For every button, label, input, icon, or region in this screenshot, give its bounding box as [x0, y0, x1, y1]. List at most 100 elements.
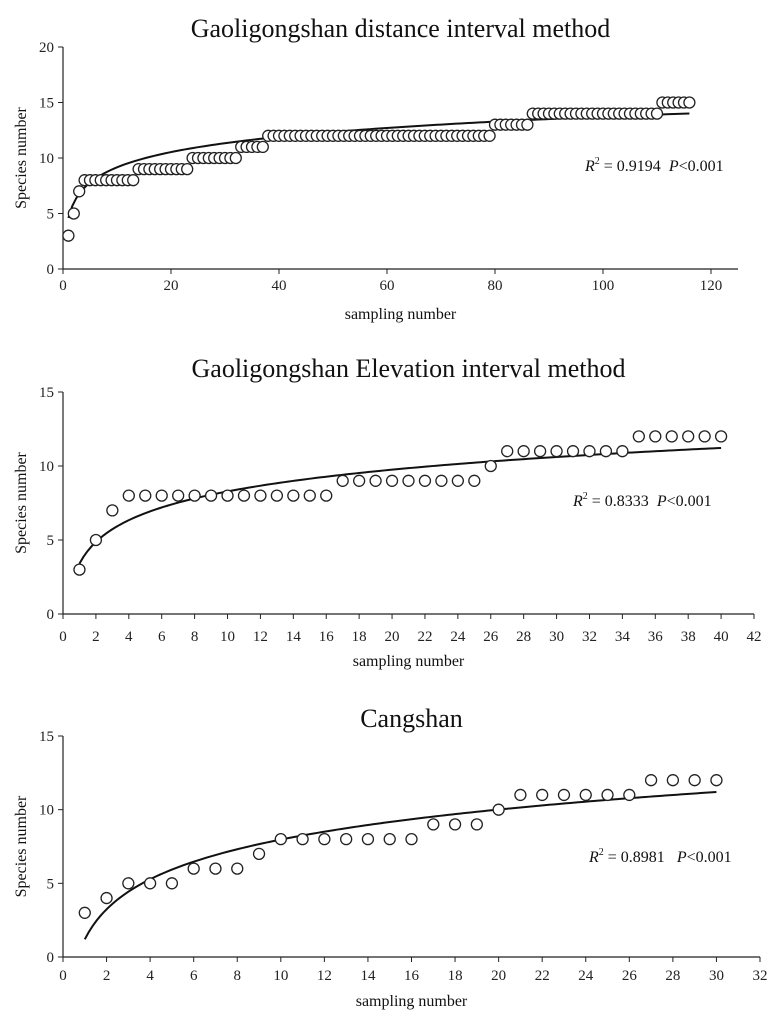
x-tick-label: 26	[483, 629, 499, 645]
data-point	[340, 832, 353, 846]
r2-value: = 0.9194	[600, 158, 661, 175]
data-point	[155, 489, 168, 502]
x-tick-label: 40	[272, 278, 287, 294]
data-point	[172, 489, 185, 502]
x-tick-label: 22	[535, 968, 550, 984]
y-tick-label: 15	[39, 385, 54, 401]
data-point	[599, 445, 613, 458]
x-tick-label: 24	[578, 968, 594, 984]
data-point	[683, 96, 696, 109]
data-point	[632, 430, 645, 443]
data-point	[256, 140, 269, 154]
r2-symbol: R	[588, 849, 599, 866]
data-point	[122, 877, 135, 890]
x-tick-label: 20	[491, 968, 506, 984]
x-tick-label: 2	[92, 629, 100, 645]
y-tick-label: 15	[39, 96, 54, 112]
fit-annotation: R2 = 0.8333 P<0.001	[572, 491, 712, 510]
x-tick-label: 18	[448, 968, 463, 984]
data-point	[566, 445, 580, 458]
data-point	[427, 818, 440, 831]
x-tick-label: 80	[488, 278, 503, 294]
x-tick-label: 28	[516, 629, 531, 645]
y-tick-label: 5	[47, 876, 55, 892]
data-point	[296, 832, 309, 846]
x-tick-label: 120	[700, 278, 723, 294]
data-point	[209, 862, 222, 875]
fit-annotation: R2 = 0.8981 P<0.001	[588, 847, 732, 866]
chart-title: Gaoligongshan distance interval method	[191, 14, 611, 43]
data-point	[405, 832, 418, 846]
data-point	[533, 445, 547, 458]
y-tick-label: 10	[39, 459, 54, 475]
x-tick-label: 20	[385, 629, 400, 645]
data-point	[369, 474, 382, 487]
data-point	[501, 445, 514, 458]
y-tick-label: 20	[39, 40, 54, 56]
data-point	[418, 474, 432, 487]
data-point	[237, 489, 251, 502]
r2-superscript: 2	[583, 491, 588, 502]
data-point	[468, 474, 481, 487]
x-tick-label: 16	[404, 968, 420, 984]
data-point	[270, 489, 284, 502]
x-tick-label: 12	[317, 968, 332, 984]
y-tick-label: 0	[47, 262, 55, 278]
x-tick-label: 20	[164, 278, 179, 294]
data-point	[435, 474, 448, 487]
data-point	[665, 430, 678, 443]
data-point	[583, 445, 596, 458]
data-point	[682, 430, 695, 443]
x-tick-label: 10	[220, 629, 235, 645]
data-point	[187, 862, 200, 875]
data-point	[616, 445, 629, 458]
data-point	[579, 788, 592, 802]
y-tick-label: 10	[39, 803, 54, 819]
p-symbol: P	[676, 849, 687, 866]
x-tick-label: 14	[286, 629, 302, 645]
data-point	[352, 474, 366, 487]
x-tick-label: 100	[592, 278, 615, 294]
x-tick-label: 10	[273, 968, 288, 984]
data-point	[254, 489, 267, 502]
x-tick-label: 42	[747, 629, 762, 645]
data-point	[698, 430, 711, 443]
data-point	[521, 118, 534, 131]
data-point	[448, 818, 462, 831]
x-tick-label: 26	[622, 968, 638, 984]
data-point	[73, 563, 86, 576]
data-point	[181, 162, 194, 176]
x-tick-label: 0	[59, 968, 67, 984]
x-tick-label: 40	[714, 629, 729, 645]
x-tick-label: 2	[103, 968, 111, 984]
x-axis-label: sampling number	[356, 993, 468, 1010]
data-point	[361, 832, 375, 846]
x-tick-label: 24	[450, 629, 466, 645]
data-point	[550, 445, 563, 458]
data-point	[287, 489, 300, 502]
y-axis-label: Species number	[13, 451, 30, 553]
data-point	[601, 788, 614, 802]
data-point	[67, 207, 80, 220]
y-axis-label: Species number	[13, 795, 30, 897]
r2-value: = 0.8333	[588, 493, 649, 510]
data-point	[229, 151, 242, 165]
y-axis-label: Species number	[13, 106, 30, 208]
data-point	[483, 129, 496, 142]
x-tick-label: 0	[59, 629, 67, 645]
data-point	[492, 803, 505, 816]
x-tick-label: 12	[253, 629, 268, 645]
p-value: <0.001	[679, 158, 724, 175]
y-tick-label: 10	[39, 151, 54, 167]
data-point	[451, 474, 465, 487]
data-point	[557, 788, 571, 802]
x-tick-label: 16	[319, 629, 335, 645]
p-symbol: P	[656, 493, 667, 510]
data-point	[383, 832, 396, 846]
data-point	[644, 774, 658, 787]
data-point	[484, 459, 497, 473]
data-point	[318, 832, 331, 846]
fit-curve	[78, 446, 722, 565]
data-point	[514, 788, 527, 802]
